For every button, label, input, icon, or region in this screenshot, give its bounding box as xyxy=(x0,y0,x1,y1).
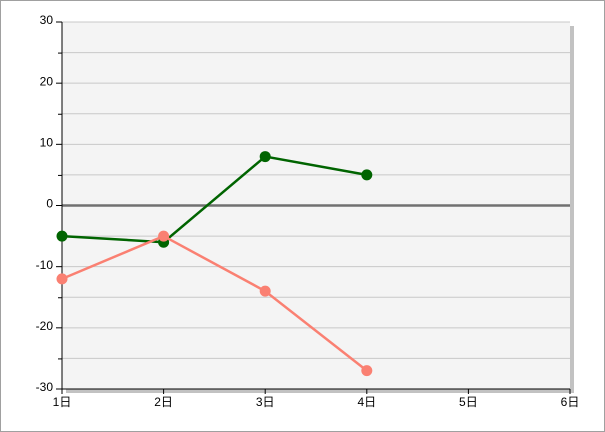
x-tick-label: 6日 xyxy=(561,395,580,409)
series-line xyxy=(61,234,368,372)
x-tick-label: 4日 xyxy=(357,395,376,409)
x-tick-label: 5日 xyxy=(459,395,478,409)
series-point xyxy=(361,169,373,181)
y-tick-label: 30 xyxy=(40,13,54,27)
series-line xyxy=(61,155,368,244)
y-tick-label: -30 xyxy=(36,380,54,394)
series-point xyxy=(259,285,271,297)
x-tick-label: 1日 xyxy=(53,395,72,409)
y-tick-label: 0 xyxy=(46,197,53,211)
series-point xyxy=(158,230,170,242)
y-tick-label: 20 xyxy=(40,74,54,88)
x-tick-label: 3日 xyxy=(256,395,275,409)
series-point xyxy=(361,365,373,377)
y-tick-label: -20 xyxy=(36,319,54,333)
series-point xyxy=(56,230,68,242)
series-point xyxy=(56,273,68,285)
series-point xyxy=(259,151,271,163)
y-tick-label: 10 xyxy=(40,136,54,150)
x-tick-label: 2日 xyxy=(154,395,173,409)
y-tick-label: -10 xyxy=(36,258,54,272)
